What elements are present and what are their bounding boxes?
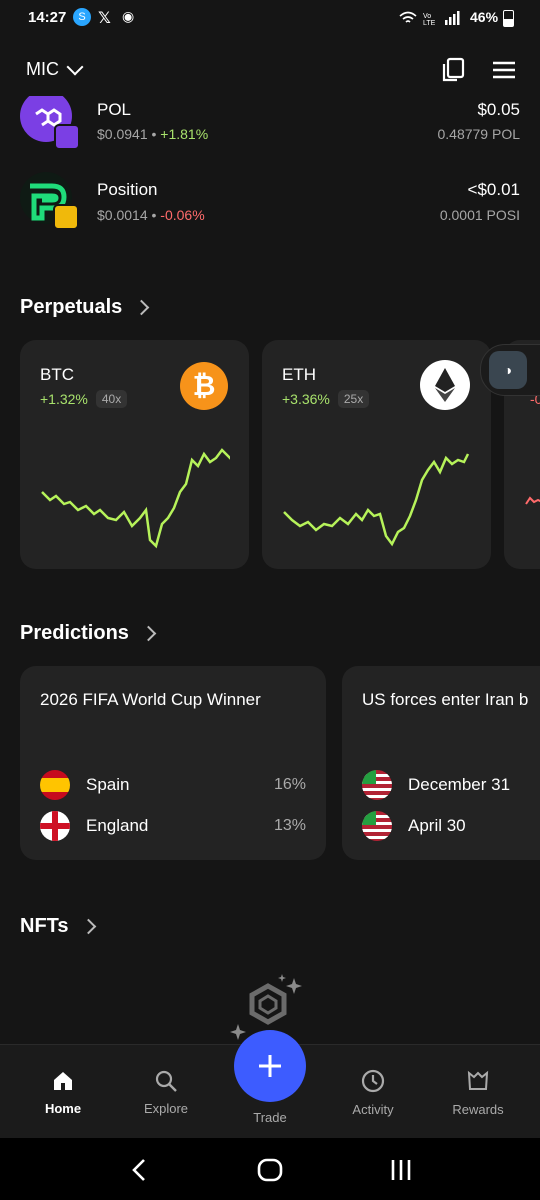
chevron-down-icon [66, 58, 84, 76]
leverage-badge: 25x [337, 390, 370, 408]
token-amount: 0.0001 POSI [439, 207, 520, 223]
token-row-pol[interactable]: POL $0.0941 • +1.81% $0.05 0.48779 POL [0, 96, 540, 156]
nav-activity[interactable]: Activity [323, 1045, 423, 1139]
token-amount: 0.48779 POL [437, 126, 520, 142]
menu-icon[interactable] [490, 56, 518, 84]
perp-change: -0 [530, 391, 540, 407]
token-value: <$0.01 [467, 180, 520, 199]
outcome-row[interactable]: Spain [40, 770, 129, 800]
token-price: $0.0941 [97, 126, 148, 142]
btc-sparkline [41, 448, 230, 549]
perpetuals-header[interactable]: Perpetuals [20, 296, 150, 319]
nav-home[interactable]: Home [13, 1045, 113, 1139]
recents-icon[interactable] [389, 1158, 413, 1182]
token-change: -0.06% [160, 207, 205, 223]
wallet-selector[interactable]: MIC [26, 58, 84, 80]
prediction-card[interactable]: US forces enter Iran b December 31 April… [342, 666, 540, 860]
eth-sparkline [283, 453, 470, 547]
system-nav-bar [0, 1138, 540, 1200]
outcome-label: England [86, 816, 149, 835]
section-title: Predictions [20, 622, 129, 644]
nav-label: Trade [253, 1110, 287, 1125]
chevron-right-icon [80, 918, 96, 935]
plus-icon [259, 1055, 281, 1077]
bnb-chain-icon [53, 204, 79, 230]
battery-level: 46% [470, 9, 499, 25]
contrast-icon: ◑ [489, 351, 527, 389]
chat-icon: ◉ [122, 8, 135, 24]
prediction-title: 2026 FIFA World Cup Winner [40, 690, 261, 709]
leverage-badge: 40x [95, 390, 128, 408]
predictions-header[interactable]: Predictions [20, 622, 157, 645]
outcome-row[interactable]: England [40, 811, 148, 841]
back-icon[interactable] [130, 1158, 150, 1182]
us-iran-flag-icon [362, 811, 392, 841]
nav-trade[interactable]: Trade [220, 1045, 320, 1139]
token-name: POL [97, 100, 132, 119]
perp-change: +3.36% [282, 391, 330, 407]
home-icon [54, 1071, 72, 1090]
trade-button[interactable] [234, 1030, 306, 1102]
signal-icons: Vo LTE [399, 11, 460, 26]
spain-flag-icon [40, 770, 70, 800]
bitcoin-icon: ₿ [180, 362, 228, 410]
third-sparkline [525, 496, 540, 505]
svg-text:LTE: LTE [423, 20, 436, 26]
perp-card-btc[interactable]: BTC +1.32% 40x ₿ [20, 340, 249, 569]
token-price: $0.0014 [97, 207, 148, 223]
wallet-name: MIC [26, 59, 59, 79]
outcome-label: Spain [86, 775, 130, 794]
chevron-right-icon [140, 625, 157, 642]
home-button-icon[interactable] [257, 1158, 283, 1182]
x-icon: 𝕏 [98, 10, 111, 27]
nav-label: Rewards [452, 1101, 504, 1117]
nav-explore[interactable]: Explore [116, 1045, 216, 1139]
search-icon [155, 1070, 177, 1092]
nav-label: Activity [352, 1101, 394, 1117]
token-change: +1.81% [160, 126, 209, 142]
nav-rewards[interactable]: Rewards [428, 1045, 528, 1139]
ethereum-icon [420, 360, 470, 410]
copy-icon[interactable] [440, 56, 468, 84]
rewards-icon [467, 1070, 489, 1090]
pol-logo [20, 96, 72, 142]
prediction-card[interactable]: 2026 FIFA World Cup Winner Spain 16% Eng… [20, 666, 326, 860]
outcome-row[interactable]: April 30 [362, 811, 466, 841]
nfts-header[interactable]: NFTs [20, 915, 96, 938]
chevron-right-icon [133, 299, 150, 316]
token-row-position[interactable]: Position $0.0014 • -0.06% <$0.01 0.0001 … [0, 170, 540, 234]
token-name: Position [97, 180, 158, 199]
outcome-label: April 30 [408, 816, 466, 835]
perp-card-eth[interactable]: ETH +3.36% 25x [262, 340, 491, 569]
outcome-percent: 16% [273, 776, 306, 793]
outcome-label: December 31 [408, 775, 511, 794]
perp-coin: BTC [40, 365, 74, 384]
nft-placeholder-icon [230, 974, 302, 1040]
app-notification-icon: S [73, 8, 91, 26]
chain-badge-icon [54, 124, 80, 150]
outcome-percent: 13% [273, 817, 306, 834]
clock-icon [361, 1069, 385, 1092]
nav-label: Explore [143, 1100, 189, 1116]
perp-coin: ETH [282, 365, 316, 384]
us-iran-flag-icon [362, 770, 392, 800]
svg-text:Vo: Vo [423, 13, 431, 20]
floating-theme-toggle[interactable]: ◑ [480, 344, 540, 396]
battery-icon [503, 10, 514, 27]
status-time: 14:27 [28, 9, 67, 26]
england-flag-icon [40, 811, 70, 841]
nav-label: Home [44, 1100, 82, 1116]
section-title: NFTs [20, 915, 69, 937]
outcome-row[interactable]: December 31 [362, 770, 510, 800]
token-value: $0.05 [477, 100, 520, 119]
perp-change: +1.32% [40, 391, 88, 407]
prediction-title: US forces enter Iran b [362, 690, 529, 709]
status-bar: 14:27 S 𝕏 ◉ Vo LTE 46% [0, 0, 540, 36]
section-title: Perpetuals [20, 296, 123, 318]
